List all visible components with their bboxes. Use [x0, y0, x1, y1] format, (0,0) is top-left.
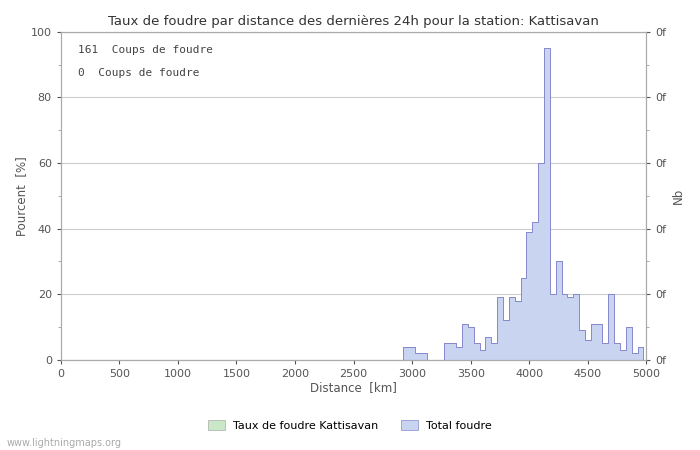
Title: Taux de foudre par distance des dernières 24h pour la station: Kattisavan: Taux de foudre par distance des dernière…: [108, 15, 599, 28]
Y-axis label: Pourcent  [%]: Pourcent [%]: [15, 156, 28, 236]
Text: 0  Coups de foudre: 0 Coups de foudre: [78, 68, 200, 78]
Text: 161  Coups de foudre: 161 Coups de foudre: [78, 45, 214, 55]
Legend: Taux de foudre Kattisavan, Total foudre: Taux de foudre Kattisavan, Total foudre: [204, 416, 496, 436]
Y-axis label: Nb: Nb: [672, 188, 685, 204]
Text: www.lightningmaps.org: www.lightningmaps.org: [7, 438, 122, 448]
X-axis label: Distance  [km]: Distance [km]: [310, 382, 397, 395]
